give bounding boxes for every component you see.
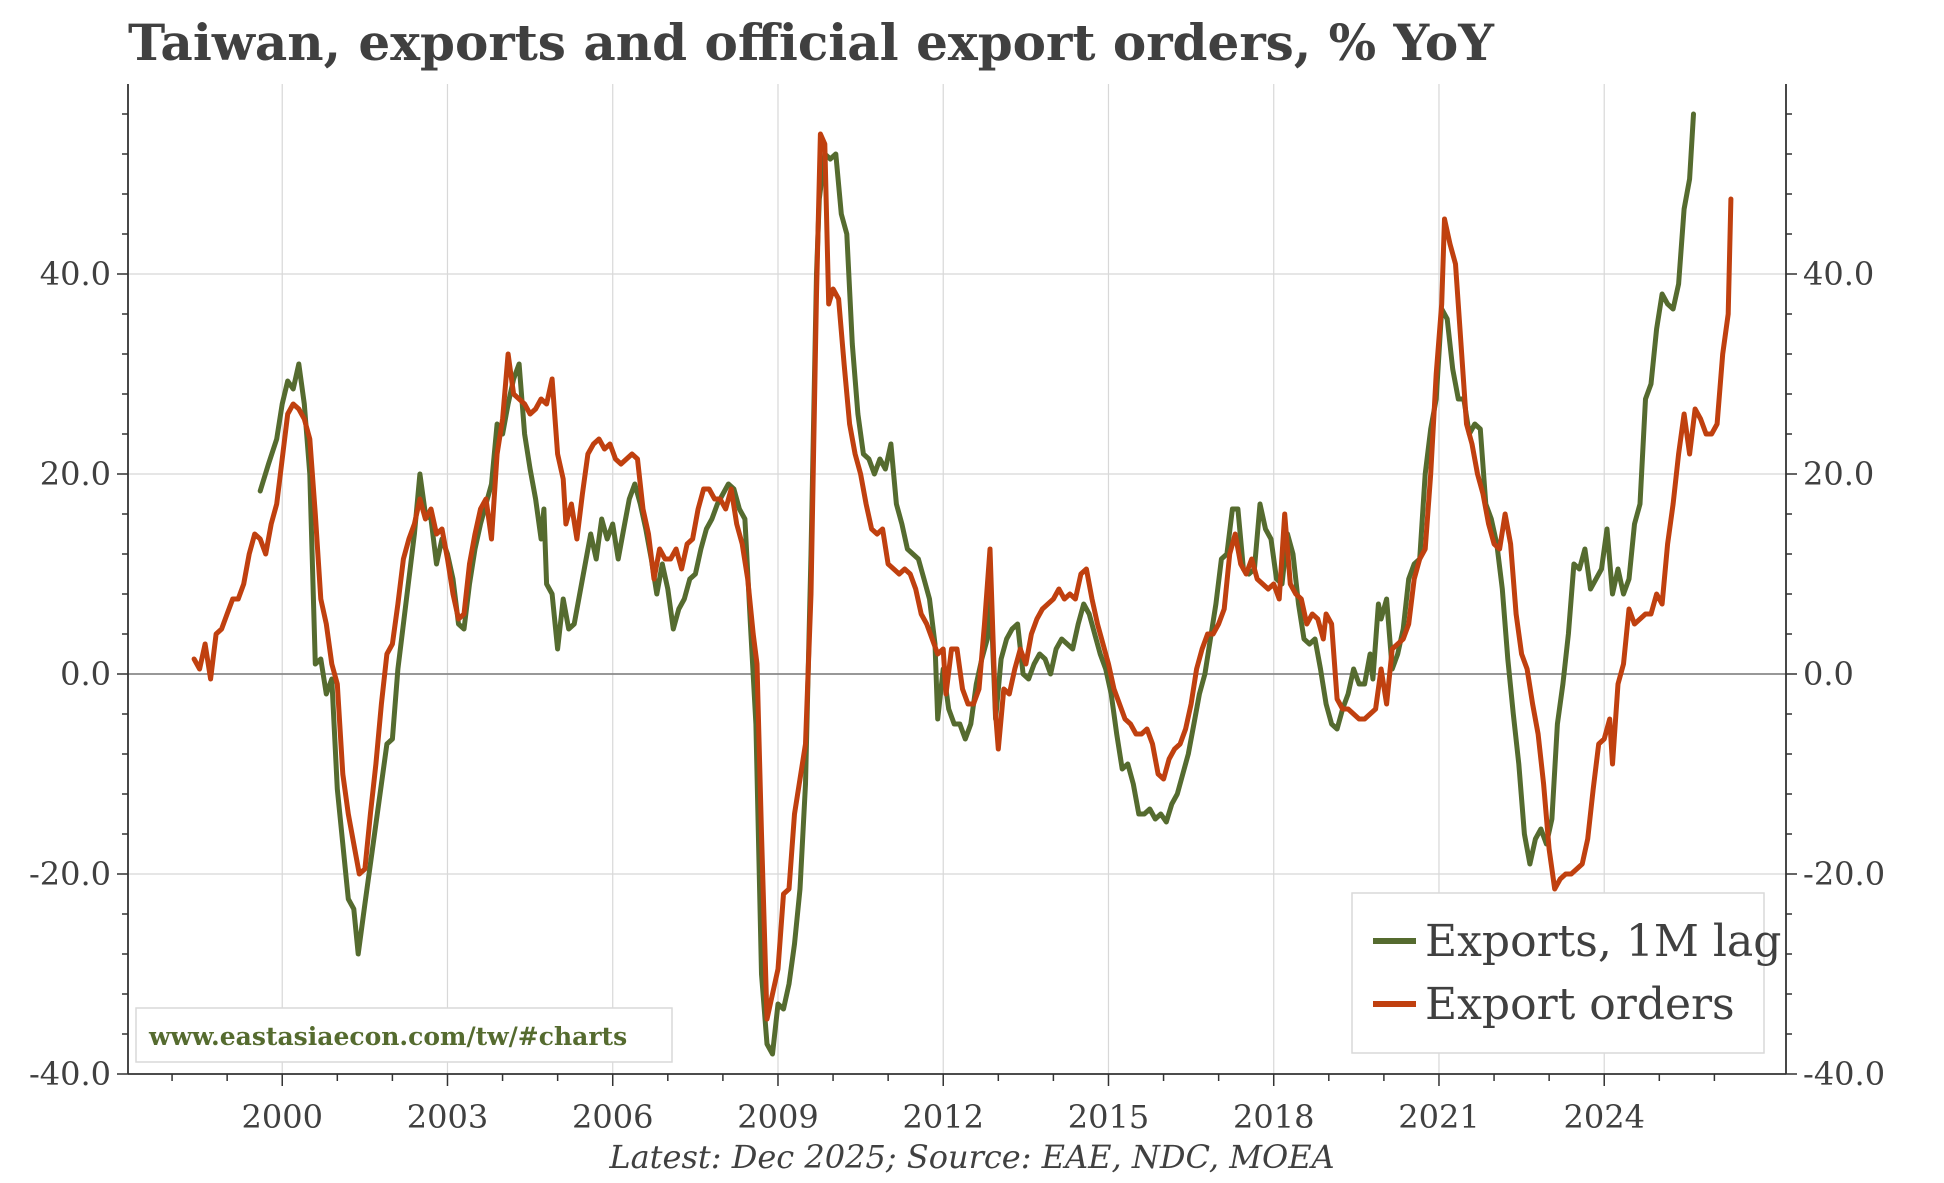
legend: Exports, 1M lag Export orders <box>1352 893 1781 1053</box>
x-tick-label: 2000 <box>242 1098 323 1136</box>
legend-label-orders: Export orders <box>1425 979 1735 1030</box>
x-tick-label: 2015 <box>1068 1098 1149 1136</box>
y-tick-label-right: -20.0 <box>1803 855 1885 893</box>
source-note: Latest: Dec 2025; Source: EAE, NDC, MOEA <box>608 1138 1334 1176</box>
watermark: www.eastasiaecon.com/tw/#charts <box>136 1008 672 1062</box>
x-tick-label: 2009 <box>737 1098 818 1136</box>
watermark-text: www.eastasiaecon.com/tw/#charts <box>148 1022 627 1051</box>
y-tick-label-left: 20.0 <box>40 455 111 493</box>
y-tick-label-right: 0.0 <box>1803 655 1854 693</box>
y-tick-label-right: 20.0 <box>1803 455 1874 493</box>
chart-title: Taiwan, exports and official export orde… <box>128 13 1495 72</box>
y-tick-label-left: 0.0 <box>60 655 111 693</box>
x-tick-label: 2021 <box>1398 1098 1479 1136</box>
y-tick-label-right: 40.0 <box>1803 255 1874 293</box>
y-tick-label-left: -40.0 <box>29 1055 111 1093</box>
x-tick-label: 2012 <box>903 1098 984 1136</box>
legend-label-exports: Exports, 1M lag <box>1425 916 1781 967</box>
x-tick-label: 2018 <box>1233 1098 1314 1136</box>
y-tick-label-right: -40.0 <box>1803 1055 1885 1093</box>
x-tick-label: 2024 <box>1564 1098 1645 1136</box>
y-tick-label-left: -20.0 <box>29 855 111 893</box>
x-tick-label: 2006 <box>572 1098 653 1136</box>
y-tick-label-left: 40.0 <box>40 255 111 293</box>
x-tick-label: 2003 <box>407 1098 488 1136</box>
